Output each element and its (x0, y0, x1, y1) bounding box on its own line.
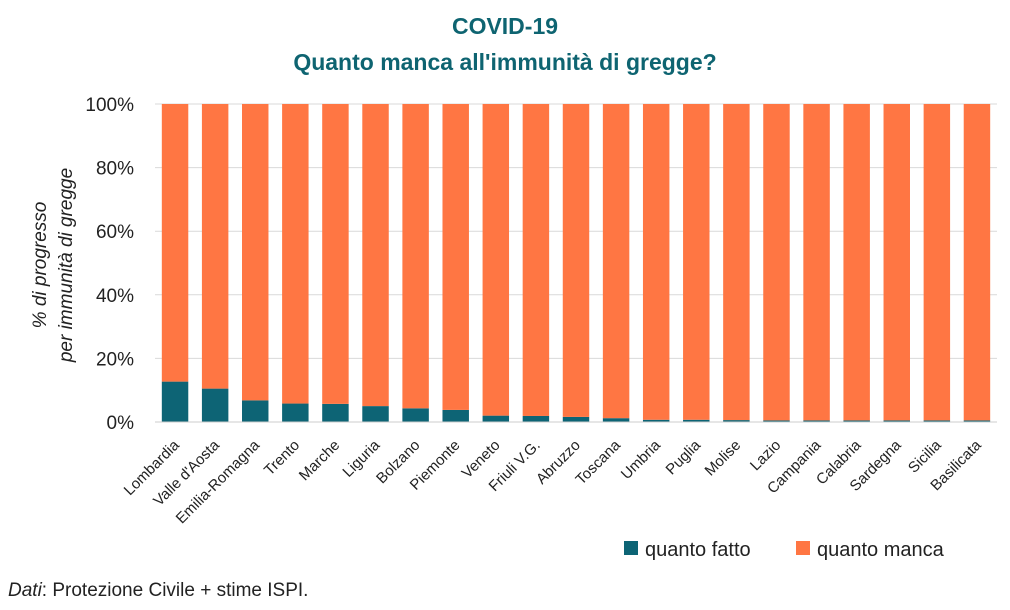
y-tick-label: 80% (96, 159, 134, 180)
bar-quanto-manca (562, 104, 590, 417)
legend-label-quanto-manca: quanto manca (817, 539, 945, 561)
bar-quanto-manca (322, 104, 349, 404)
bar-quanto-fatto (201, 388, 229, 422)
y-axis-ticks: 0% 20% 40% 60% 80% 100% (85, 95, 134, 434)
y-tick-label: 0% (107, 413, 135, 434)
y-axis-label: % di progresso per immunità di gregge (30, 168, 77, 363)
bar-quanto-manca (642, 104, 670, 420)
y-tick-label: 100% (85, 95, 134, 116)
legend-swatch-quanto-fatto (624, 541, 638, 555)
bar-quanto-manca (242, 104, 269, 401)
bar-quanto-fatto (883, 420, 910, 422)
x-tick-label: Puglia (663, 436, 705, 478)
bar-quanto-fatto (803, 420, 830, 422)
chart-subtitle: Quanto manca all'immunità di gregge? (293, 49, 716, 75)
source-text: : Protezione Civile + stime ISPI. (42, 580, 309, 601)
bar-quanto-fatto (723, 420, 750, 422)
source-note: Dati: Protezione Civile + stime ISPI. (8, 580, 308, 601)
bar-quanto-manca (442, 104, 469, 410)
bar-quanto-manca (161, 104, 189, 382)
bar-quanto-manca (482, 104, 510, 416)
bar-quanto-manca (843, 104, 870, 421)
bars (161, 104, 991, 422)
bar-quanto-manca (201, 104, 229, 389)
bar-quanto-fatto (322, 403, 349, 422)
legend-swatch-quanto-manca (796, 541, 810, 555)
x-tick-label: Umbria (618, 436, 665, 483)
source-prefix: Dati (8, 580, 43, 601)
bar-quanto-manca (683, 104, 710, 420)
y-tick-label: 40% (96, 286, 134, 307)
y-tick-label: 20% (96, 349, 134, 370)
bar-quanto-fatto (562, 416, 590, 422)
legend: quanto fatto quanto manca (624, 539, 945, 561)
bar-quanto-manca (362, 104, 389, 407)
bar-quanto-fatto (161, 381, 189, 422)
bar-quanto-fatto (282, 403, 309, 422)
bar-quanto-fatto (763, 420, 790, 422)
bar-quanto-manca (522, 104, 550, 416)
legend-label-quanto-fatto: quanto fatto (645, 539, 751, 561)
bar-quanto-fatto (683, 419, 710, 422)
y-axis-label-line1: % di progresso (30, 202, 51, 329)
bar-quanto-manca (402, 104, 429, 409)
bar-quanto-fatto (402, 408, 429, 422)
bar-quanto-fatto (362, 406, 389, 422)
x-tick-label: Toscana (572, 436, 624, 488)
x-tick-label: Molise (702, 437, 745, 480)
bar-quanto-fatto (642, 419, 670, 422)
bar-quanto-fatto (843, 420, 870, 422)
bar-quanto-fatto (963, 420, 991, 422)
x-tick-label: Lazio (747, 437, 784, 474)
bar-quanto-manca (883, 104, 910, 421)
bar-quanto-manca (803, 104, 830, 421)
bar-quanto-fatto (442, 409, 469, 422)
bar-quanto-manca (723, 104, 750, 421)
bar-quanto-fatto (522, 415, 550, 422)
chart-title: COVID-19 (452, 13, 558, 39)
x-tick-label: Marche (296, 437, 343, 484)
bar-quanto-fatto (923, 420, 951, 422)
bar-quanto-manca (963, 104, 991, 421)
y-axis-label-line2: per immunità di gregge (56, 168, 77, 363)
bar-quanto-fatto (242, 400, 269, 422)
bar-quanto-manca (923, 104, 951, 421)
bar-quanto-fatto (482, 415, 510, 422)
y-tick-label: 60% (96, 222, 134, 243)
bar-quanto-fatto (602, 418, 630, 422)
bar-quanto-manca (602, 104, 630, 419)
bar-quanto-manca (763, 104, 790, 421)
bar-quanto-manca (282, 104, 309, 404)
